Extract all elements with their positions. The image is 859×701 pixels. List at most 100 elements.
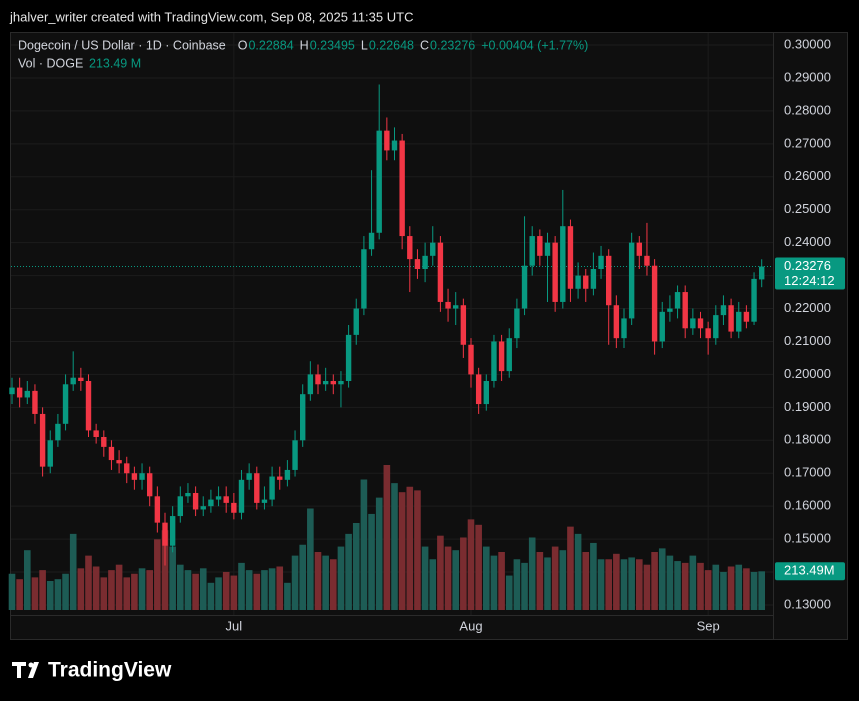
y-tick-label: 0.17000 [784,465,831,480]
volume-bar [31,577,39,610]
volume-bar [712,564,720,610]
volume-bar [299,544,306,610]
volume-bar [230,575,238,610]
volume-bar [674,561,681,610]
candle-body [468,344,474,375]
candle-body [16,387,23,398]
candle-body [705,328,711,339]
volume-bar [69,533,77,610]
candle-body [215,496,222,500]
volume-bar [605,559,612,610]
volume-bar [735,564,743,610]
candle-body [185,493,191,497]
volume-bar [544,557,551,610]
candle-body [345,334,352,381]
candle-body [223,496,229,503]
volume-bar [666,555,674,610]
volume-bar [727,566,735,610]
candle-body [537,236,543,256]
volume-bar [475,524,482,610]
candle-body [292,440,298,470]
candle-body [697,318,704,329]
candle-body [575,275,581,289]
volume-bar [92,566,100,610]
volume-bar [192,573,199,610]
ohlc-letter: L [361,38,368,52]
candle-body [736,311,742,332]
candle-body [651,265,658,342]
volume-bar [268,568,276,610]
volume-bar [536,552,544,610]
volume-bar [651,552,658,610]
volume-bar [345,533,352,610]
volume-bar [39,570,46,610]
candle-body [24,390,30,398]
candle-body [720,305,727,316]
candle-body [422,255,428,269]
volume-badge [775,562,845,581]
volume-bar [697,562,704,610]
y-tick-label: 0.22000 [784,300,831,315]
candle-body [682,292,688,329]
last-price-label: 0.23276 [784,258,831,273]
volume-bar [444,546,452,610]
volume-bar [284,582,291,610]
candle-body [315,374,321,385]
ohlc-value: 0.22648 [369,38,414,52]
candle-body [552,242,558,302]
candle-body [116,460,122,464]
volume-bar [8,573,16,610]
volume-bar [574,533,582,610]
candle-body [108,446,115,461]
candle-body [55,423,61,441]
candle-body [567,226,574,289]
candle-body [47,440,53,467]
candle-body [101,437,107,447]
candle-body [674,292,681,309]
volume-bar [54,579,62,610]
candle-body [307,374,314,395]
candle-body [9,387,15,395]
volume-bar [261,570,268,610]
volume-bar [307,508,314,610]
volume-bar [184,570,192,610]
candle-body [437,242,444,302]
candle-body [407,236,413,260]
candle-body [330,381,336,385]
symbol-title: Dogecoin / US Dollar · 1D · Coinbase [18,38,226,52]
candle-body [521,265,528,309]
volume-bar [483,546,490,610]
candle-body [759,266,765,280]
volume-bar [628,557,635,610]
volume-bar [452,550,459,610]
candle-body [391,140,398,151]
candle-body [62,384,69,424]
volume-bar [16,579,23,610]
candle-body [139,473,145,480]
volume-bar [758,571,765,610]
candle-body [475,374,482,405]
volume-bar [720,571,727,610]
candle-body [300,394,306,441]
candle-body [491,341,497,381]
volume-bar [467,519,475,610]
volume-bar [245,570,253,610]
candle-body [384,130,390,151]
candle-body [690,318,696,329]
volume-bar [620,559,628,610]
volume-bar [177,564,184,610]
chart-frame [10,32,848,640]
volume-bar [352,523,360,610]
candle-body [238,479,245,513]
candle-body [85,381,92,431]
candle-body [414,259,421,269]
volume-bar [337,546,345,610]
volume-bar [521,562,528,610]
y-tick-label: 0.26000 [784,168,831,183]
candle-body [590,269,597,289]
candle-body [124,463,130,474]
volume-bar [743,568,750,610]
candle-body [192,493,199,510]
candle-body [514,308,520,339]
volume-bar [131,573,138,610]
